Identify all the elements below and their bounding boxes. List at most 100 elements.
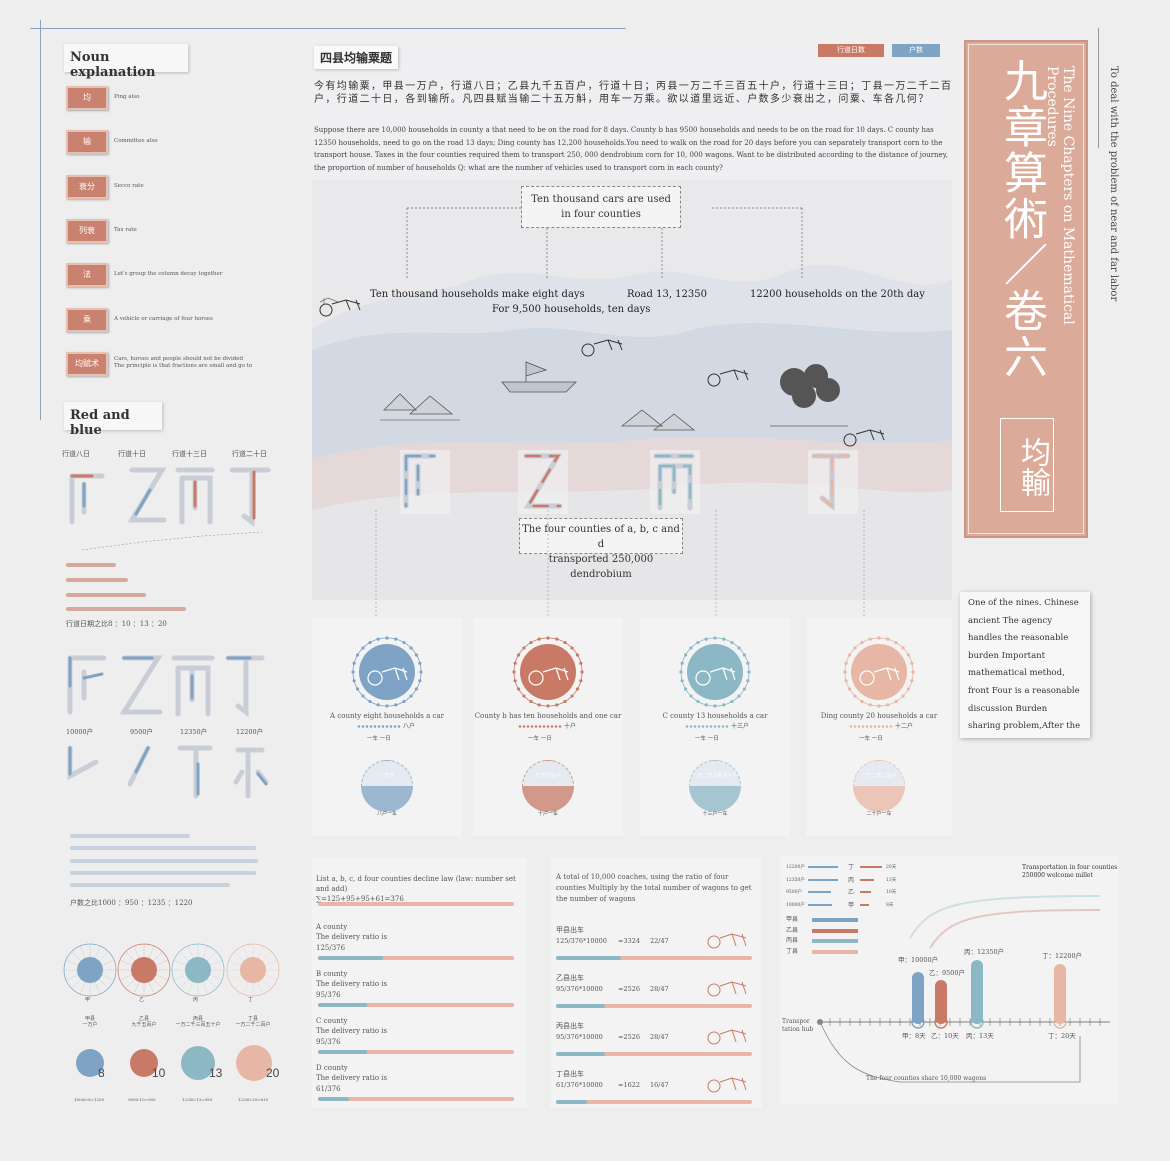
- county-disc: [522, 760, 574, 812]
- dot-bottom-label: 12350:13=950: [182, 1097, 213, 1102]
- noun-term: 均: [66, 86, 108, 110]
- illus-label-1: Ten thousand households make eight days: [370, 289, 585, 300]
- legend-households: 户数: [892, 44, 940, 57]
- noun-term: 法: [66, 263, 108, 288]
- radial-circle: [171, 943, 225, 997]
- dot-number: 20: [266, 1066, 280, 1080]
- days-bar-2: [66, 578, 128, 582]
- cars-name: 丁县出车: [556, 1070, 584, 1078]
- county-disc: [361, 760, 413, 812]
- county-bottom: 八户一车: [376, 811, 397, 817]
- hh-row-value: 10000户: [786, 902, 805, 908]
- illus-char-1: [400, 450, 450, 514]
- hh-row-bar: [808, 903, 833, 906]
- days-label: 行道八日: [62, 450, 90, 458]
- ratio-name: D county: [316, 1064, 348, 1072]
- dot-bottom-label: 9500:10=950: [128, 1097, 156, 1102]
- cars-panel: [550, 858, 762, 1108]
- day-d: 丁：20天: [1048, 1032, 1076, 1040]
- frame-line-left: [40, 20, 41, 420]
- tag-d: 丁：12200户: [1042, 952, 1083, 960]
- day-row-bar: [860, 891, 871, 893]
- illus-top-box: Ten thousand cars are used in four count…: [521, 186, 681, 228]
- hh-row-value: 12200户: [786, 865, 805, 870]
- dot-number: 10: [152, 1066, 166, 1080]
- county-caption: County b has ten households and one car: [474, 712, 622, 720]
- ratio-value: 95/376: [316, 991, 341, 999]
- day-row-bar: [860, 866, 882, 868]
- dot-number: 13: [209, 1066, 223, 1080]
- radial-sublabel: 甲县 一万户: [82, 1016, 98, 1028]
- illus-char-3: [650, 450, 700, 514]
- connector-lines: [375, 510, 865, 630]
- cars-rem: 28/47: [650, 1033, 669, 1041]
- county-sub: 一车 一日: [367, 736, 391, 742]
- cars-approx: ≈2526: [618, 985, 640, 993]
- tag-a: 甲：10000户: [898, 956, 939, 964]
- hh-bar-3: [70, 859, 258, 863]
- hh-row-county: 甲: [848, 901, 855, 909]
- cars-approx: ≈3324: [618, 937, 640, 945]
- cars-name: 乙县出车: [556, 974, 584, 982]
- county-row-bar: [812, 949, 858, 954]
- days-bar-1: [66, 563, 116, 567]
- county-row-label: 丁县: [786, 947, 799, 955]
- ratio-name: C county: [316, 1017, 348, 1025]
- county-caption: A county eight households a car: [330, 712, 444, 720]
- problem-title: 四县均输粟题: [314, 46, 399, 69]
- cars-bar-track: [556, 1004, 752, 1008]
- illus-bottom-box: The four counties of a, b, c and d trans…: [519, 518, 683, 580]
- county-row-label: 丙县: [786, 937, 799, 944]
- tag-c: 丙：12350户: [964, 948, 1005, 956]
- problem-card: [312, 40, 954, 180]
- noun-term: 乘: [66, 307, 108, 332]
- legend-days: 行道日数: [818, 44, 884, 57]
- cars-formula: 61/376*10000: [556, 1081, 603, 1089]
- stroke-chars-3: [67, 745, 269, 799]
- dot-bottom-label: 12200:20=610: [238, 1097, 269, 1102]
- household-label: 12200户: [236, 728, 264, 736]
- cart-icon-3: [707, 369, 749, 387]
- illus-label-2: For 9,500 households, ten days: [492, 304, 651, 315]
- hh-bar-2: [70, 846, 256, 850]
- days-label: 行道二十日: [232, 450, 267, 458]
- title-panel: [964, 40, 1088, 538]
- hh-row-days: 20天: [886, 865, 897, 870]
- illus-label-3: Road 13, 12350: [627, 289, 707, 300]
- household-dots: [357, 725, 401, 728]
- cars-bar-track: [556, 956, 752, 960]
- noun-def: A vehicle or carriage of four horses: [114, 315, 213, 322]
- title-seal: 均輸: [1000, 418, 1054, 512]
- illus-char-4: [808, 450, 858, 514]
- cars-rem: 28/47: [650, 985, 669, 993]
- noun-def: Committee also: [114, 138, 158, 145]
- county-hh: 十二户: [895, 723, 914, 730]
- ratio-value: 61/376: [316, 1085, 341, 1093]
- cars-header: A total of 10,000 coaches, using the rat…: [556, 873, 752, 903]
- ratio-bar-fill: [318, 956, 383, 960]
- hh-ratio: 户数之比1000 ：950 ：1235 ：1220: [70, 899, 193, 907]
- days-label: 行道十三日: [172, 450, 207, 458]
- county-hh: 八户: [403, 723, 416, 730]
- note-card: One of the nines. Chinese ancient The ag…: [960, 592, 1090, 738]
- problem-en: Suppose there are 10,000 households in c…: [314, 126, 948, 172]
- ratio-value: 95/376: [316, 1038, 341, 1046]
- cart-icon-1: [319, 299, 361, 317]
- county-row-label: 甲县: [786, 916, 799, 923]
- radial-label: 甲: [85, 997, 91, 1003]
- hh-bar-5: [70, 883, 230, 887]
- cars-rem: 22/47: [650, 937, 669, 945]
- radial-sublabel: 丙县 一万二千三百五十户: [175, 1016, 221, 1028]
- ratio-panel: [312, 858, 527, 1108]
- cars-approx: ≈1622: [618, 1081, 640, 1089]
- county-row-bar: [812, 918, 858, 922]
- radial-label: 丁: [248, 997, 254, 1003]
- hh-row-days: 8天: [886, 902, 894, 908]
- cars-bar-track: [556, 1100, 752, 1104]
- days-bar-4: [66, 607, 186, 611]
- carriage-medallion: [843, 636, 915, 708]
- hh-row-value: 12350户: [786, 877, 805, 883]
- cars-bar-track: [556, 1052, 752, 1056]
- hh-row-days: 13天: [886, 877, 897, 883]
- household-label: 12350户: [180, 728, 208, 736]
